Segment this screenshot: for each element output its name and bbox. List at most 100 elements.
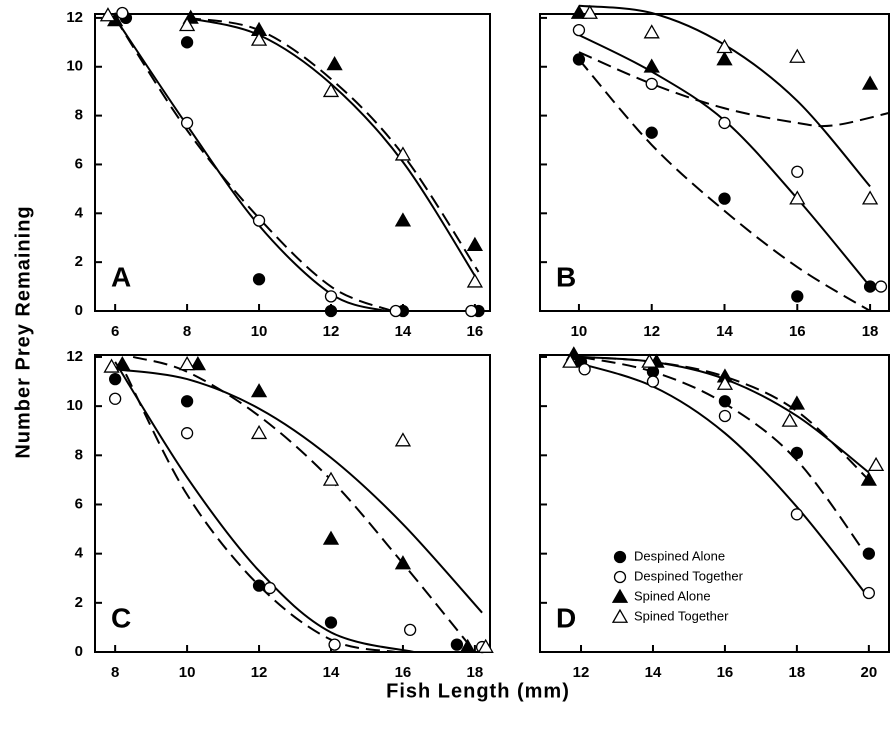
point <box>180 395 194 408</box>
point <box>394 555 412 570</box>
point <box>716 375 734 390</box>
point <box>180 427 194 440</box>
legend-label: Despined Together <box>634 568 744 583</box>
point <box>189 356 207 371</box>
point <box>465 304 478 318</box>
x-tick-label: 12 <box>643 323 660 340</box>
panel-label: B <box>556 261 576 292</box>
point <box>646 375 660 388</box>
x-tick-label: 12 <box>251 664 268 681</box>
point <box>562 353 579 368</box>
fit-curve <box>115 368 483 614</box>
plot-area <box>114 356 483 652</box>
x-tick-label: 6 <box>111 323 119 340</box>
y-tick-label: 4 <box>75 204 84 221</box>
point <box>403 623 417 637</box>
x-tick-label: 8 <box>111 664 119 681</box>
point <box>861 75 879 90</box>
frame <box>94 13 491 312</box>
x-tick-label: 14 <box>323 664 340 681</box>
point <box>643 58 660 73</box>
point <box>250 31 268 46</box>
point <box>477 638 494 653</box>
x-tick-label: 20 <box>861 664 878 681</box>
point <box>252 214 266 227</box>
y-tick-label: 8 <box>75 107 83 124</box>
point <box>863 280 877 293</box>
y-tick-label: 10 <box>66 397 83 414</box>
point <box>99 7 117 22</box>
point <box>108 372 122 386</box>
point <box>570 4 588 19</box>
point <box>867 456 885 472</box>
x-tick-label: 8 <box>183 323 191 340</box>
x-tick-label: 12 <box>323 323 340 340</box>
point <box>572 53 586 66</box>
legend-label: Despined Alone <box>634 548 725 563</box>
point <box>322 530 340 545</box>
x-tick-label: 18 <box>789 664 806 681</box>
y-tick-label: 2 <box>75 594 83 611</box>
x-tick-label: 10 <box>179 664 196 681</box>
point <box>459 638 476 653</box>
point <box>324 304 338 318</box>
point <box>324 290 338 303</box>
point <box>645 126 658 139</box>
panel-label: A <box>111 261 131 292</box>
point <box>466 273 484 288</box>
fit-curve <box>114 17 386 311</box>
point <box>116 6 129 20</box>
frame <box>539 354 890 653</box>
x-tick-label: 14 <box>716 323 733 340</box>
y-tick-label: 12 <box>66 348 83 365</box>
point <box>178 356 196 371</box>
point <box>466 236 484 251</box>
point <box>250 424 268 440</box>
legend-label: Spined Together <box>634 608 729 623</box>
fit-curve <box>114 361 414 652</box>
point <box>394 146 412 161</box>
point <box>716 51 733 66</box>
point <box>450 638 464 651</box>
plot-area <box>578 4 889 311</box>
point <box>322 471 340 486</box>
x-tick-label: 16 <box>789 323 806 340</box>
point <box>108 392 122 405</box>
frame <box>94 354 491 653</box>
point <box>860 471 877 486</box>
point <box>326 56 343 71</box>
plot-area <box>114 16 480 311</box>
point <box>180 116 194 130</box>
point <box>789 48 806 63</box>
y-axis-label: Number Prey Remaining <box>12 205 34 458</box>
y-tick-label: 12 <box>66 9 83 26</box>
point <box>716 38 733 54</box>
point <box>862 586 876 600</box>
y-tick-label: 4 <box>75 545 84 562</box>
legend-marker <box>613 570 627 584</box>
fit-curve <box>186 16 480 283</box>
y-tick-label: 8 <box>75 446 83 463</box>
fit-curve <box>580 355 870 560</box>
point <box>789 190 806 205</box>
y-tick-label: 6 <box>75 155 83 172</box>
point <box>114 356 131 371</box>
fit-curve <box>186 16 480 273</box>
point <box>718 409 732 423</box>
point <box>578 363 591 376</box>
point <box>178 16 196 32</box>
point <box>718 395 732 408</box>
point <box>862 547 876 560</box>
y-tick-label: 10 <box>66 58 83 75</box>
fit-curve <box>578 4 871 188</box>
y-tick-label: 0 <box>75 302 83 319</box>
panel-label: C <box>111 602 131 633</box>
point <box>322 82 340 98</box>
panel-label: D <box>556 602 576 633</box>
point <box>791 290 804 303</box>
x-tick-label: 18 <box>862 323 879 340</box>
point <box>790 446 804 460</box>
point <box>394 432 412 447</box>
x-tick-label: 16 <box>467 323 484 340</box>
legend-marker <box>611 608 629 623</box>
